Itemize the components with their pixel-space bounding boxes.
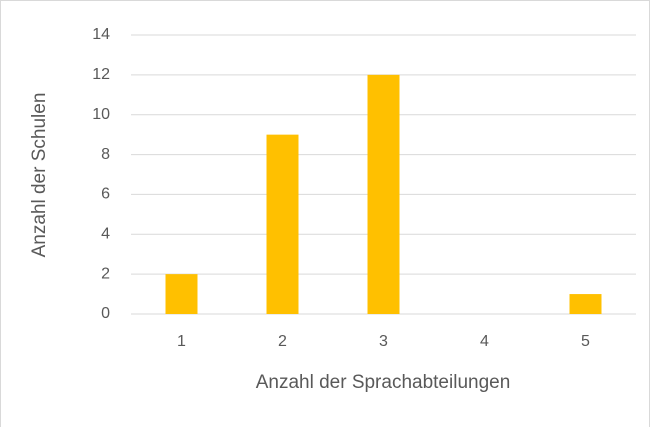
x-tick-label: 1 [177, 333, 186, 350]
x-tick-label: 2 [278, 333, 287, 350]
y-tick-label: 6 [101, 186, 110, 203]
x-axis-title: Anzahl der Sprachabteilungen [256, 372, 511, 393]
x-tick-label: 5 [581, 333, 590, 350]
bar [367, 74, 400, 314]
y-tick-label: 4 [101, 226, 110, 243]
bar [165, 274, 198, 314]
y-tick-label: 10 [92, 106, 110, 123]
bar [266, 134, 299, 314]
y-tick-label: 14 [92, 26, 110, 43]
y-tick-label: 2 [101, 265, 110, 282]
x-tick-label: 4 [480, 333, 489, 350]
y-tick-label: 0 [101, 305, 110, 322]
y-axis-title: Anzahl der Schulen [29, 93, 50, 258]
y-tick-label: 8 [101, 146, 110, 163]
x-tick-label: 3 [379, 333, 388, 350]
bar [569, 294, 602, 314]
y-tick-label: 12 [92, 66, 110, 83]
